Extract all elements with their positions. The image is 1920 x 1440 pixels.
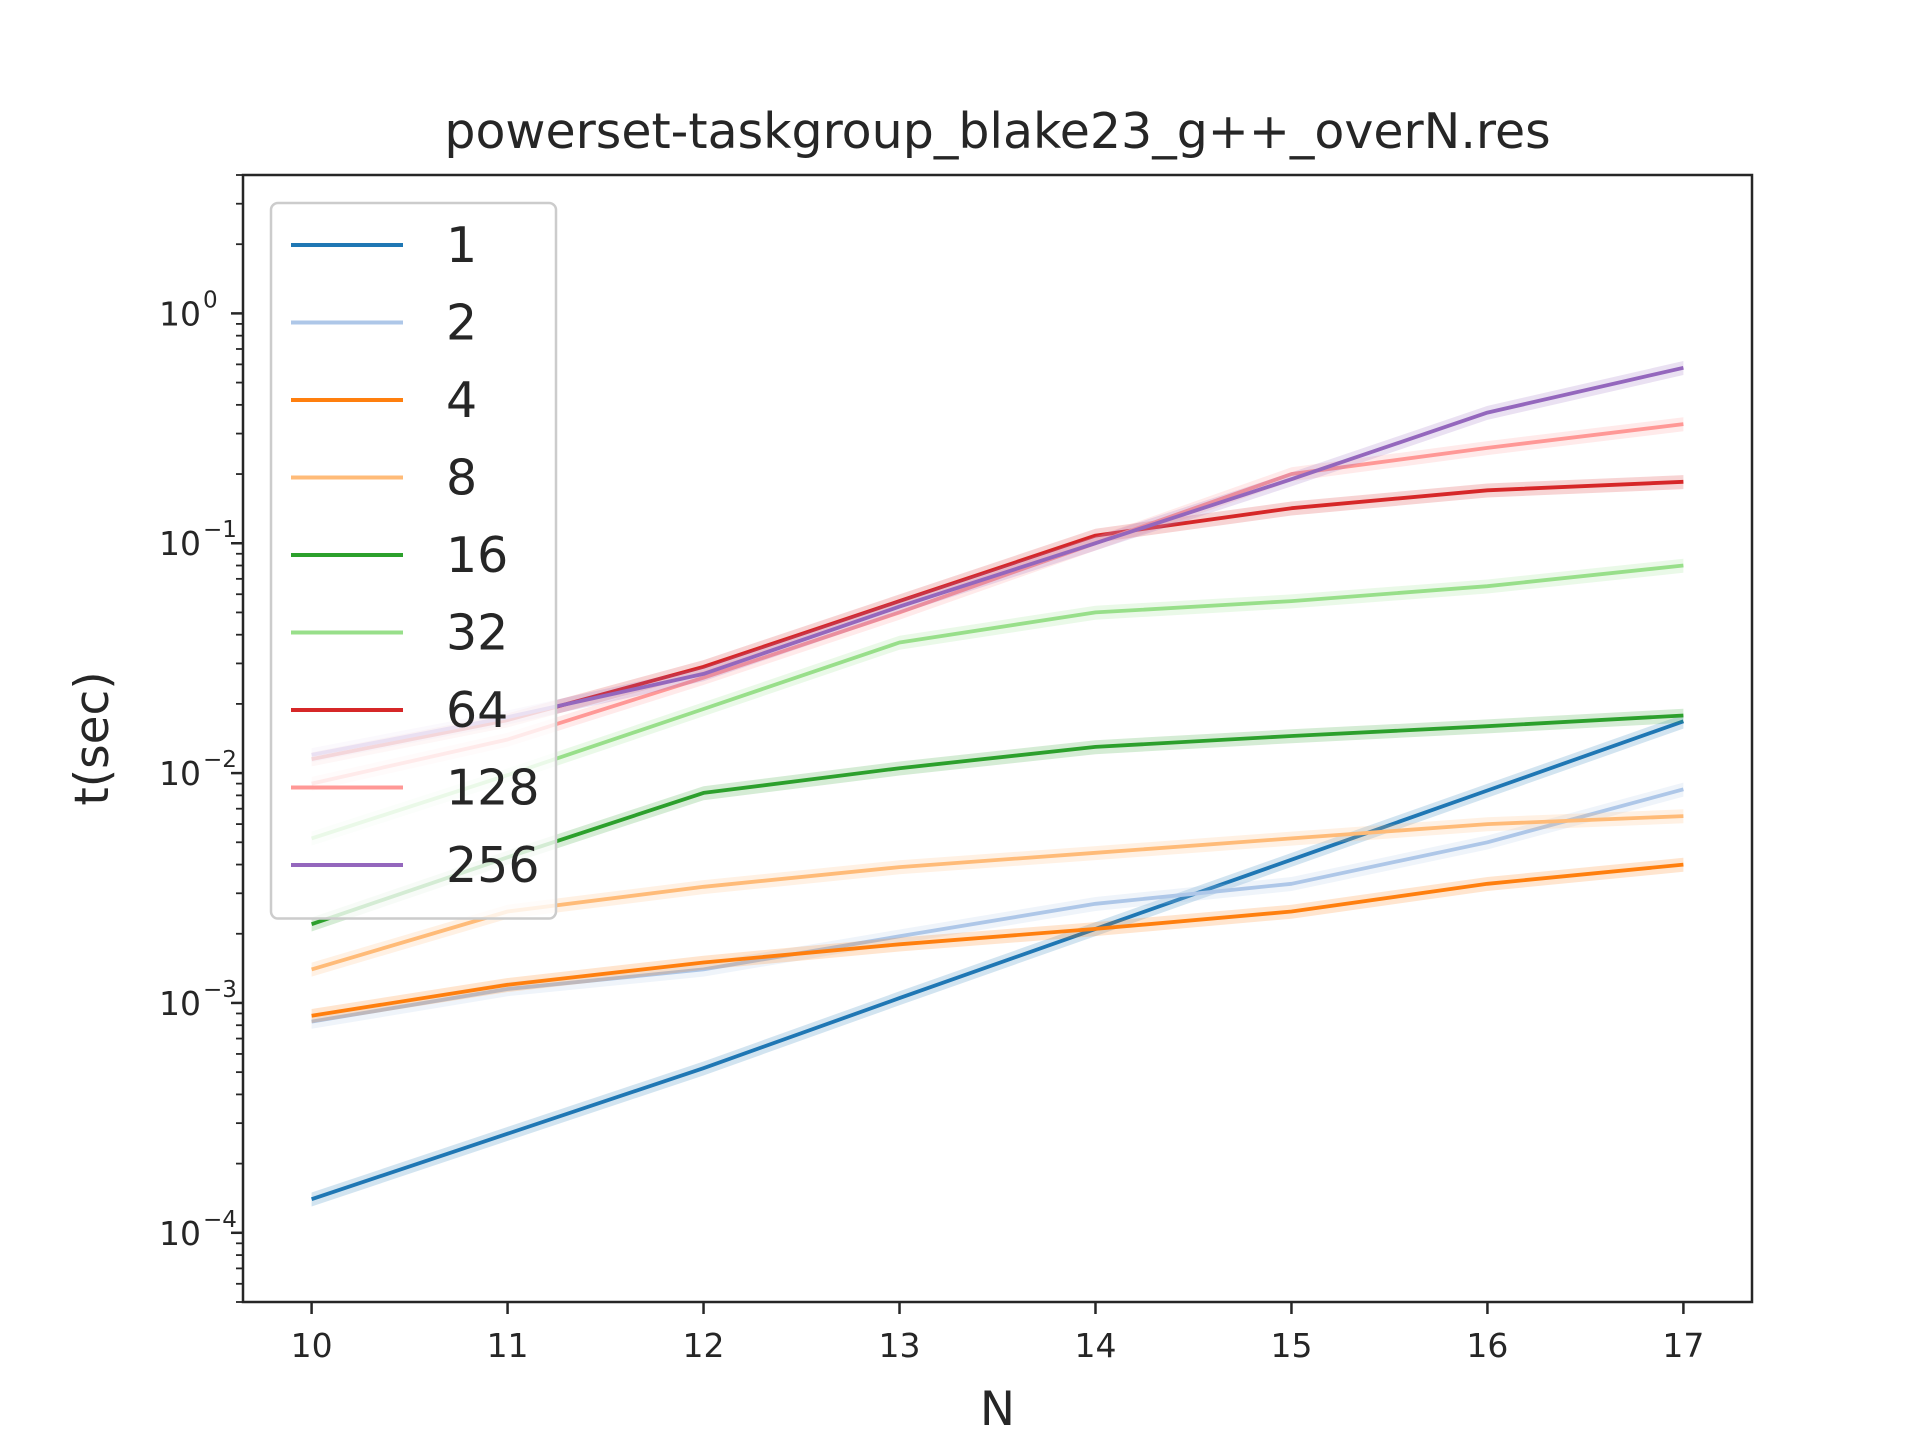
- x-tick-label: 16: [1466, 1326, 1508, 1365]
- legend-label-32: 32: [446, 605, 508, 662]
- legend-label-8: 8: [446, 450, 477, 507]
- y-tick-label: 10: [159, 294, 201, 333]
- series-1-line: [310, 719, 1685, 1202]
- y-tick-exponent: −3: [203, 977, 237, 1003]
- series-4-band: [311, 857, 1684, 1023]
- legend-label-16: 16: [446, 527, 508, 584]
- y-tick-label: 10: [159, 524, 201, 563]
- series-2-band: [311, 782, 1684, 1029]
- legend-label-256: 256: [446, 837, 540, 894]
- legend-label-1: 1: [446, 217, 477, 274]
- chart-title: powerset-taskgroup_blake23_g++_overN.res: [444, 103, 1550, 160]
- y-tick-exponent: −1: [203, 517, 237, 543]
- series-4-line: [311, 862, 1684, 1018]
- legend-label-128: 128: [446, 760, 540, 817]
- legend-box: [269, 201, 558, 920]
- y-tick-label: 10: [159, 754, 201, 793]
- y-tick-label: 10: [159, 1214, 201, 1253]
- legend-label-4: 4: [446, 372, 477, 429]
- x-tick-label: 17: [1662, 1326, 1704, 1365]
- x-tick-label: 14: [1074, 1326, 1116, 1365]
- series-4: [311, 857, 1684, 1023]
- series-2-line: [311, 787, 1684, 1024]
- x-tick-label: 12: [683, 1326, 725, 1365]
- x-tick-label: 15: [1270, 1326, 1312, 1365]
- series-8-band: [311, 809, 1684, 977]
- y-tick-exponent: −2: [203, 747, 237, 773]
- y-tick-label: 10: [159, 984, 201, 1023]
- x-tick-label: 10: [291, 1326, 333, 1365]
- x-tick-label: 13: [879, 1326, 921, 1365]
- x-tick-label: 11: [487, 1326, 529, 1365]
- y-tick-exponent: 0: [203, 287, 218, 313]
- series-16-band: [311, 708, 1684, 932]
- series-2: [311, 782, 1684, 1029]
- y-tick-exponent: −4: [203, 1207, 237, 1233]
- legend: 1 2 4 8 16 32 64 128 256: [269, 201, 558, 920]
- y-axis-label: t(sec): [65, 671, 120, 805]
- x-axis-label: N: [980, 1382, 1015, 1437]
- series-128-band: [311, 417, 1684, 791]
- legend-label-2: 2: [446, 295, 477, 352]
- legend-label-64: 64: [446, 682, 508, 739]
- plot-frame: [241, 173, 1754, 1304]
